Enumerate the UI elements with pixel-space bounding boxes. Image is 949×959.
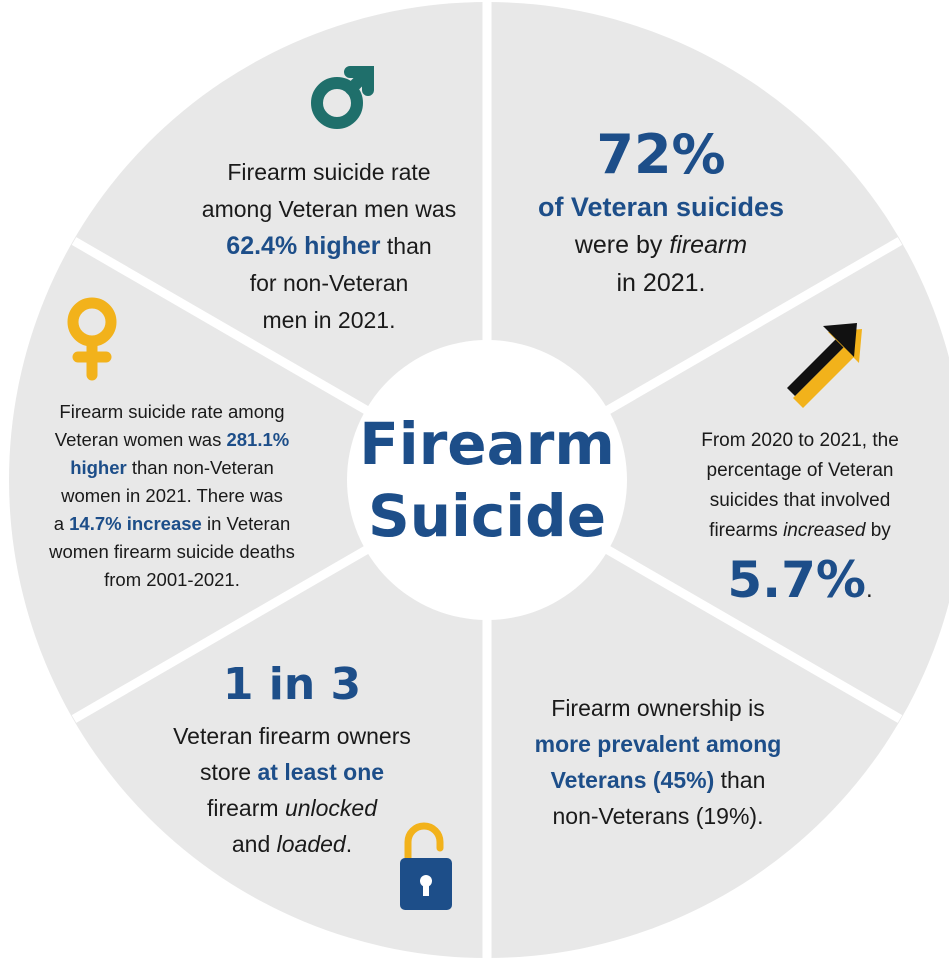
segment-storage: 1 in 3 Veteran firearm owners store at l…: [173, 652, 411, 862]
center-title: Firearm Suicide: [359, 408, 615, 552]
male-symbol-icon: [311, 66, 374, 129]
women-line2-pre: Veteran women was: [54, 429, 227, 450]
center-title-line1: Firearm: [359, 410, 615, 478]
firearm-share-line2: in 2021.: [616, 269, 706, 297]
increase-line4-em: increased: [783, 520, 866, 541]
women-line5: a 14.7% increase in Veteran: [49, 510, 295, 538]
ownership-highlight1: more prevalent among: [534, 731, 782, 757]
increase-stat: 5.7%: [727, 551, 866, 609]
segment-ownership: Firearm ownership is more prevalent amon…: [535, 690, 782, 834]
women-line3-post: than non-Veteran: [126, 457, 274, 478]
firearm-share-stat: 72%: [596, 123, 726, 186]
storage-line4-em: loaded: [276, 831, 346, 857]
men-highlight: 62.4% higher: [226, 232, 381, 260]
increase-line1: From 2020 to 2021, the: [701, 430, 899, 451]
men-line5: men in 2021.: [262, 307, 396, 333]
increase-line3: suicides that involved: [709, 490, 891, 511]
storage-line4: and loaded.: [173, 826, 411, 862]
center-circle: [347, 340, 627, 620]
men-line3: 62.4% higher than: [202, 228, 456, 265]
increase-line2: percentage of Veteran: [706, 460, 894, 481]
women-line1: Firearm suicide rate among: [59, 401, 285, 422]
ownership-highlight2: Veterans (45%): [550, 767, 715, 793]
firearm-share-highlight: of Veteran suicides: [537, 192, 785, 222]
segment-firearm-share: 72% of Veteran suicides were by firearm …: [538, 122, 784, 302]
increase-stat-post: .: [865, 576, 873, 603]
storage-line4-pre: and: [231, 831, 277, 857]
men-line4: for non-Veteran: [249, 270, 409, 296]
female-symbol-icon: [67, 297, 117, 381]
storage-stat: 1 in 3: [222, 659, 362, 710]
unlocked-padlock-icon: [400, 822, 452, 910]
storage-line4-post: .: [345, 831, 353, 857]
center-title-line2: Suicide: [367, 482, 607, 550]
storage-line1: Veteran firearm owners: [173, 723, 411, 749]
storage-line3: firearm unlocked: [173, 790, 411, 826]
storage-line2-pre: store: [199, 759, 258, 785]
women-highlight1a: 281.1%: [226, 429, 290, 450]
up-right-arrow-icon: [787, 323, 862, 408]
increase-line4-post: by: [865, 520, 891, 541]
increase-line4: firearms increased by: [701, 516, 899, 546]
storage-line3-em: unlocked: [284, 795, 378, 821]
women-highlight1b: higher: [70, 457, 127, 478]
increase-stat-row: 5.7%.: [701, 550, 899, 610]
ownership-line4: non-Veterans (19%).: [552, 803, 764, 829]
women-line4: women in 2021. There was: [61, 485, 283, 506]
men-line3-rest: than: [380, 233, 432, 259]
segment-veteran-men: Firearm suicide rate among Veteran men w…: [202, 154, 456, 339]
storage-line3-pre: firearm: [206, 795, 285, 821]
men-line2: among Veteran men was: [201, 196, 457, 222]
storage-highlight: at least one: [257, 759, 385, 785]
women-highlight2: 14.7% increase: [69, 513, 202, 534]
storage-line2: store at least one: [173, 754, 411, 790]
firearm-share-line1-pre: were by: [574, 231, 670, 259]
women-line2: Veteran women was 281.1%: [49, 426, 295, 454]
women-line5-post: in Veteran: [201, 513, 291, 534]
firearm-share-line1-em: firearm: [669, 231, 748, 259]
ownership-line3-post: than: [714, 767, 766, 793]
women-line6: women firearm suicide deaths: [49, 541, 295, 562]
ownership-line3: Veterans (45%) than: [535, 762, 782, 798]
women-line5-pre: a: [53, 513, 70, 534]
firearm-share-line1: were by firearm: [538, 226, 784, 264]
women-line7: from 2001-2021.: [104, 569, 240, 590]
men-line1: Firearm suicide rate: [227, 159, 431, 185]
women-line3: higher than non-Veteran: [49, 454, 295, 482]
segment-increase: From 2020 to 2021, the percentage of Vet…: [701, 426, 899, 610]
segment-veteran-women: Firearm suicide rate among Veteran women…: [49, 398, 295, 594]
increase-line4-pre: firearms: [709, 520, 784, 541]
ownership-line1: Firearm ownership is: [551, 695, 765, 721]
segment-dividers: [71, 0, 903, 959]
